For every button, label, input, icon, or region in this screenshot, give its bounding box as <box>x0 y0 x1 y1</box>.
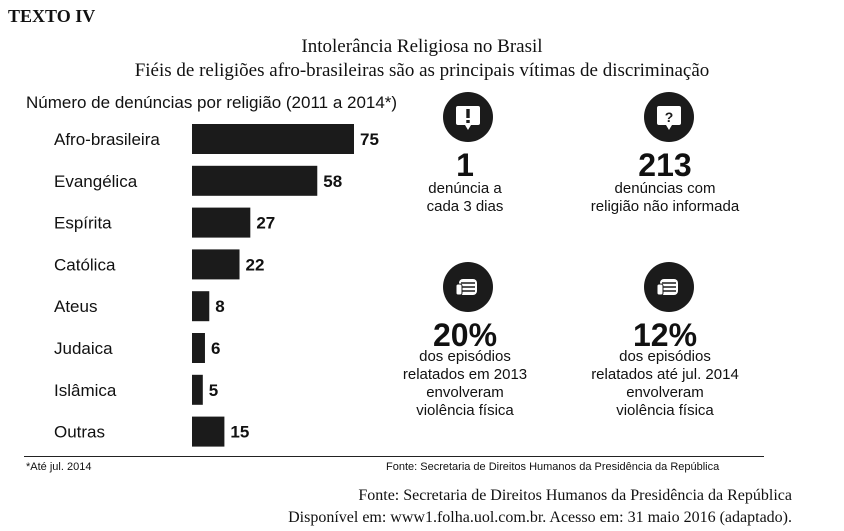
category-label: Evangélica <box>54 172 138 191</box>
category-label: Judaica <box>54 339 113 358</box>
text-label: TEXTO IV <box>8 6 96 26</box>
value-label: 27 <box>256 214 275 233</box>
footnote: *Até jul. 2014 <box>26 461 92 473</box>
category-label: Afro-brasileira <box>54 130 160 149</box>
svg-text:?: ? <box>665 109 674 125</box>
stat-2-text: denúncias com religião não informada <box>590 180 740 215</box>
fist-icon <box>656 279 678 296</box>
value-label: 15 <box>230 423 249 442</box>
bar <box>192 374 203 405</box>
stat-1-text: denúncia a cada 3 dias <box>426 180 504 215</box>
question-bubble-icon: ? <box>657 106 681 130</box>
category-label: Outras <box>54 423 105 442</box>
chart-title: Número de denúncias por religião (2011 a… <box>26 93 398 112</box>
value-label: 58 <box>323 172 342 191</box>
source-line: Fonte: Secretaria de Direitos Humanos da… <box>358 487 792 504</box>
footer-divider <box>24 456 764 457</box>
stat-3-circle <box>443 262 493 312</box>
category-label: Católica <box>54 255 116 274</box>
exclamation-bubble-icon <box>456 106 480 130</box>
bar <box>192 416 225 447</box>
stat-2-circle: ? <box>644 92 694 142</box>
main-title: Intolerância Religiosa no Brasil <box>301 36 543 57</box>
stat-1-circle <box>443 92 493 142</box>
value-label: 5 <box>209 381 218 400</box>
category-label: Ateus <box>54 297 97 316</box>
access-line: Disponível em: www1.folha.uol.com.br. Ac… <box>288 509 792 526</box>
category-label: Islâmica <box>54 381 117 400</box>
value-label: 75 <box>360 130 379 149</box>
bar <box>192 207 251 238</box>
stat-4-circle <box>644 262 694 312</box>
bar <box>192 249 240 280</box>
bar <box>192 333 205 363</box>
bar <box>192 291 210 322</box>
bar <box>192 124 354 154</box>
value-label: 22 <box>246 255 265 274</box>
fist-icon <box>455 279 477 296</box>
stat-1-value: 1 <box>456 147 474 183</box>
stat-4-text: dos episódios relatados até jul. 2014 en… <box>591 348 739 419</box>
bar <box>192 165 318 196</box>
main-subtitle: Fiéis de religiões afro-brasileiras são … <box>134 60 710 81</box>
stat-3-text: dos episódios relatados em 2013 envolver… <box>402 348 528 419</box>
stat-3-value: 20% <box>432 317 498 353</box>
category-label: Espírita <box>54 214 112 233</box>
chart-source: Fonte: Secretaria de Direitos Humanos da… <box>386 461 720 473</box>
stat-2-value: 213 <box>638 147 692 183</box>
value-label: 8 <box>215 297 224 316</box>
stat-4-value: 12% <box>632 317 698 353</box>
value-label: 6 <box>211 339 220 358</box>
